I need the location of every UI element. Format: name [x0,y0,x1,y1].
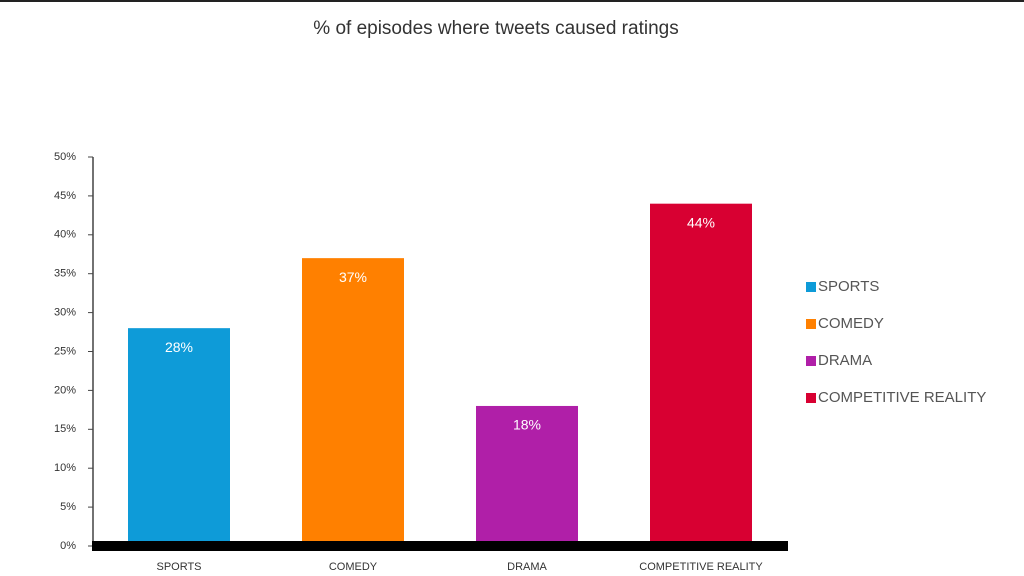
legend-swatch [806,393,816,403]
value-label: 18% [513,417,541,433]
y-tick-label: 5% [60,501,76,513]
y-tick-label: 0% [60,540,76,552]
bar [650,203,752,546]
value-label: 28% [165,339,193,355]
chart-title: % of episodes where tweets caused rating… [313,18,678,39]
x-tick-label: COMEDY [329,561,378,573]
y-tick-label: 40% [54,229,76,241]
y-tick-label: 15% [54,423,76,435]
y-tick-label: 30% [54,307,76,319]
x-tick-label: COMPETITIVE REALITY [639,561,763,573]
legend-swatch [806,319,816,329]
x-tick-label: SPORTS [156,561,201,573]
y-tick-label: 25% [54,345,76,357]
legend-label: COMPETITIVE REALITY [818,389,986,406]
legend-label: DRAMA [818,352,872,369]
bar [302,258,404,546]
value-label: 44% [687,214,715,230]
x-axis [92,541,788,551]
y-tick-label: 20% [54,384,76,396]
legend-swatch [806,282,816,292]
legend-label: SPORTS [818,278,879,295]
value-label: 37% [339,269,367,285]
legend-swatch [806,356,816,366]
bar [476,405,578,546]
x-tick-label: DRAMA [507,561,547,573]
y-tick-label: 50% [54,151,76,163]
bar [128,328,230,546]
y-tick-label: 45% [54,190,76,202]
y-tick-label: 35% [54,268,76,280]
y-tick-label: 10% [54,462,76,474]
legend-label: COMEDY [818,315,884,332]
